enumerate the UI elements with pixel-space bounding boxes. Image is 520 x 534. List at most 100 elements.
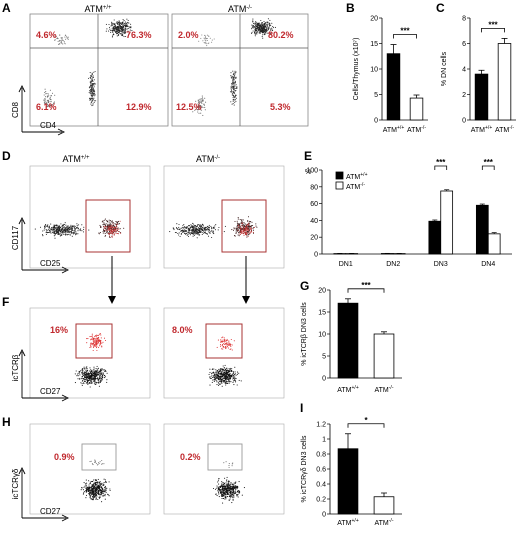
y-axis-label: % <box>305 169 311 176</box>
quad-ul: 4.6% <box>36 30 57 40</box>
y-tick-label: 5 <box>322 354 326 361</box>
y-tick-label: 0.6 <box>316 467 326 474</box>
header-d-right: ATM-/- <box>196 154 220 164</box>
x-tick-label: ATM+/+ <box>383 125 405 134</box>
axis-arrows-f: icTCRβ CD27 <box>11 348 70 402</box>
bar-chart-e: 0 20 40 60 80 100% DN1 DN2 DN3 DN4 *** *** ATM+/+ATM… <box>305 158 512 268</box>
x-tick-label: ATM-/- <box>495 125 514 134</box>
panel-letter-b: B <box>346 1 355 15</box>
flow-plot-h-right: 0.2% <box>163 423 285 515</box>
y-axis-label: Cells/Thymus (x10⁷) <box>353 38 360 101</box>
flow-plot-a-left: 4.6% 76.3% 6.1% 12.9% <box>29 13 169 127</box>
significance-bracket <box>347 423 385 428</box>
significance-marker: *** <box>361 281 371 290</box>
legend-label: ATM+/+ <box>346 172 368 181</box>
x-tick-label: ATM-/- <box>407 125 426 134</box>
dot-cloud <box>208 336 242 387</box>
y-tick-label: 10 <box>318 332 326 339</box>
dot-cloud <box>80 459 111 503</box>
bar-chart-g: 0 5 10 15 20 % icTCRβ DN3 cells ATM+/+ ATM-/- **… <box>301 281 402 394</box>
bar <box>474 73 489 121</box>
quad-ll: 6.1% <box>36 102 57 112</box>
x-axis-label-h: CD27 <box>40 507 61 516</box>
significance-bracket <box>481 27 505 33</box>
y-tick-label: 0 <box>314 252 318 259</box>
flow-plot-f-right: 8.0% <box>163 307 285 399</box>
y-tick-label: 40 <box>310 218 318 225</box>
dot-cloud <box>74 333 108 388</box>
significance-bracket <box>393 34 417 39</box>
x-axis-label-d: CD25 <box>40 259 61 268</box>
panel-letter-f: F <box>2 295 9 309</box>
bar <box>409 97 424 121</box>
legend-label: ATM-/- <box>346 182 365 191</box>
x-tick-label: ATM+/+ <box>337 385 359 394</box>
gate-pct-f-right: 8.0% <box>172 325 193 335</box>
panel-letter-e: E <box>304 149 312 163</box>
legend-swatch <box>335 181 344 190</box>
bar <box>440 190 454 255</box>
y-tick-label: 1 <box>322 437 326 444</box>
x-tick-label: ATM+/+ <box>337 518 359 527</box>
x-tick-label: DN1 <box>339 261 353 268</box>
gate-pct-h-right: 0.2% <box>180 452 201 462</box>
bar-chart-i: 0 0.2 0.4 0.6 0.8 1 1.2 % icTCRγδ DN3 cells ATM+… <box>301 416 402 527</box>
quad-ll: 12.5% <box>176 102 202 112</box>
significance-bracket <box>347 288 385 293</box>
bar <box>487 233 501 255</box>
bar <box>475 204 489 255</box>
panel-letter-a: A <box>2 1 11 15</box>
gate-pct-h-left: 0.9% <box>54 452 75 462</box>
bar <box>373 333 395 379</box>
dot-cloud <box>43 18 133 110</box>
header-d-left: ATM+/+ <box>62 154 90 164</box>
y-tick-label: 60 <box>310 201 318 208</box>
legend-swatch <box>335 171 344 180</box>
y-axis-label-h: icTCRγδ <box>11 468 20 499</box>
x-tick-label: DN3 <box>434 261 448 268</box>
y-axis-label-a: CD8 <box>11 101 20 118</box>
y-tick-label: 10 <box>370 67 378 74</box>
panel-letter-i: I <box>300 401 303 415</box>
y-axis-label: % DN cells <box>441 51 448 86</box>
bar-chart-c: 0 2 4 6 8 % DN cells ATM+/+ ATM-/- *** <box>441 16 516 134</box>
y-tick-label: 1.2 <box>316 422 326 429</box>
y-tick-label: 20 <box>318 288 326 295</box>
significance-marker: *** <box>436 158 446 167</box>
axis-arrows-d: CD117 CD25 <box>11 216 70 274</box>
y-tick-label: 0.8 <box>316 452 326 459</box>
flow-plot-f-left: 16% <box>29 307 151 399</box>
dot-cloud <box>34 218 125 239</box>
axis-arrows-h: icTCRγδ CD27 <box>11 466 70 522</box>
panel-letter-c: C <box>436 1 445 15</box>
x-tick-label: ATM+/+ <box>471 125 493 134</box>
quad-lr: 5.3% <box>270 102 291 112</box>
bar <box>337 302 359 379</box>
y-tick-label: 4 <box>462 67 466 74</box>
y-tick-label: 2 <box>462 92 466 99</box>
x-tick-label: ATM-/- <box>375 385 394 394</box>
bar-chart-b: 0 5 10 15 20 Cells/Thymus (x10⁷) ATM+/+ ATM-/- *… <box>353 16 428 134</box>
y-tick-label: 100 <box>306 168 318 175</box>
y-axis-label-f: icTCRβ <box>11 354 20 381</box>
flow-plot-a-right: 2.0% 80.2% 12.5% 5.3% <box>171 13 309 127</box>
y-tick-label: 0 <box>374 118 378 125</box>
y-tick-label: 5 <box>374 92 378 99</box>
flow-plot-h-left: 0.9% <box>29 423 151 515</box>
y-tick-label: 0.2 <box>316 497 326 504</box>
x-tick-label: DN4 <box>481 261 495 268</box>
bar <box>428 220 442 255</box>
gate-pct-f-left: 16% <box>50 325 68 335</box>
quad-ul: 2.0% <box>178 30 199 40</box>
quad-ur: 76.3% <box>126 30 152 40</box>
y-tick-label: 6 <box>462 41 466 48</box>
flow-plot-d-left <box>29 165 151 269</box>
significance-marker: *** <box>484 158 494 167</box>
y-axis-label: % icTCRγδ DN3 cells <box>301 435 308 502</box>
bar <box>386 53 401 121</box>
panel-letter-g: G <box>300 279 309 293</box>
x-tick-label: ATM-/- <box>375 518 394 527</box>
y-axis-label: % icTCRβ DN3 cells <box>301 302 308 366</box>
x-axis-label-a: CD4 <box>40 121 57 130</box>
